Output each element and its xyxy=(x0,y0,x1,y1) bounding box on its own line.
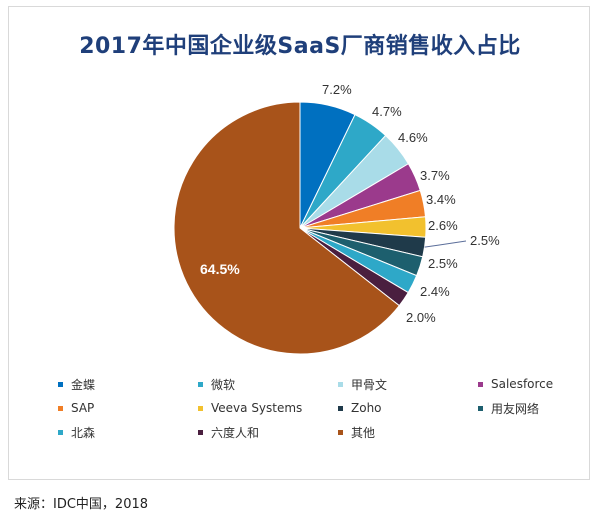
legend-swatch xyxy=(338,381,343,387)
slice-value-label-9: 2.4% xyxy=(420,284,450,299)
legend-swatch xyxy=(338,405,343,411)
legend-item-1: 金蝶 xyxy=(58,376,198,392)
slice-value-label-2: 4.7% xyxy=(372,104,402,119)
slice-value-label-4: 3.7% xyxy=(420,168,450,183)
legend-item-4: Salesforce xyxy=(478,376,598,392)
source-note: 来源：IDC中国，2018 xyxy=(14,497,149,512)
legend-item-8: 用友网络 xyxy=(478,400,598,416)
legend-label: Salesforce xyxy=(491,377,554,391)
pie-chart: 7.2% 4.7% 4.6% 3.7% 3.4% 2.6% 2.5% 2.5% 2.4% 2.0%… xyxy=(173,82,500,355)
slice-value-label-10: 2.0% xyxy=(406,310,436,325)
legend-label: Veeva Systems xyxy=(211,401,303,415)
legend-label: 用友网络 xyxy=(491,401,540,416)
slice-value-label-7: 2.5% xyxy=(470,233,500,248)
slice-value-label-5: 3.4% xyxy=(426,192,456,207)
leader-line xyxy=(424,240,467,248)
legend-label: 甲骨文 xyxy=(351,377,388,392)
legend-swatch xyxy=(58,429,63,435)
slice-value-label-8: 2.5% xyxy=(428,256,458,271)
legend-item-5: SAP xyxy=(58,400,198,416)
chart-legend: 金蝶 微软 甲骨文 Salesforce SAP Veeva Systems Zoho 用友网… xyxy=(58,376,578,440)
legend-swatch xyxy=(58,405,63,411)
legend-swatch xyxy=(338,429,343,435)
legend-label: Zoho xyxy=(351,401,382,415)
chart-title: 2017年中国企业级SaaS厂商销售收入占比 xyxy=(79,34,521,59)
legend-item-10: 六度人和 xyxy=(198,424,338,440)
legend-label: 微软 xyxy=(211,377,236,392)
legend-swatch xyxy=(478,405,483,411)
slice-value-label-11: 64.5% xyxy=(200,261,240,277)
slice-value-label-3: 4.6% xyxy=(398,130,428,145)
legend-swatch xyxy=(198,429,203,435)
legend-swatch xyxy=(198,381,203,387)
legend-item-6: Veeva Systems xyxy=(198,400,338,416)
legend-item-3: 甲骨文 xyxy=(338,376,478,392)
legend-label: 六度人和 xyxy=(211,425,260,440)
legend-label: 其他 xyxy=(351,425,376,440)
legend-item-11: 其他 xyxy=(338,424,478,440)
legend-swatch xyxy=(198,405,203,411)
legend-item-2: 微软 xyxy=(198,376,338,392)
slice-value-label-6: 2.6% xyxy=(428,218,458,233)
legend-item-9: 北森 xyxy=(58,424,198,440)
legend-label: 金蝶 xyxy=(71,377,96,392)
legend-label: 北森 xyxy=(71,425,96,440)
legend-item-7: Zoho xyxy=(338,400,478,416)
legend-label: SAP xyxy=(71,401,95,415)
pie-slice-11 xyxy=(173,101,400,355)
legend-swatch xyxy=(58,381,63,387)
legend-swatch xyxy=(478,381,483,387)
slice-value-label-1: 7.2% xyxy=(322,82,352,97)
